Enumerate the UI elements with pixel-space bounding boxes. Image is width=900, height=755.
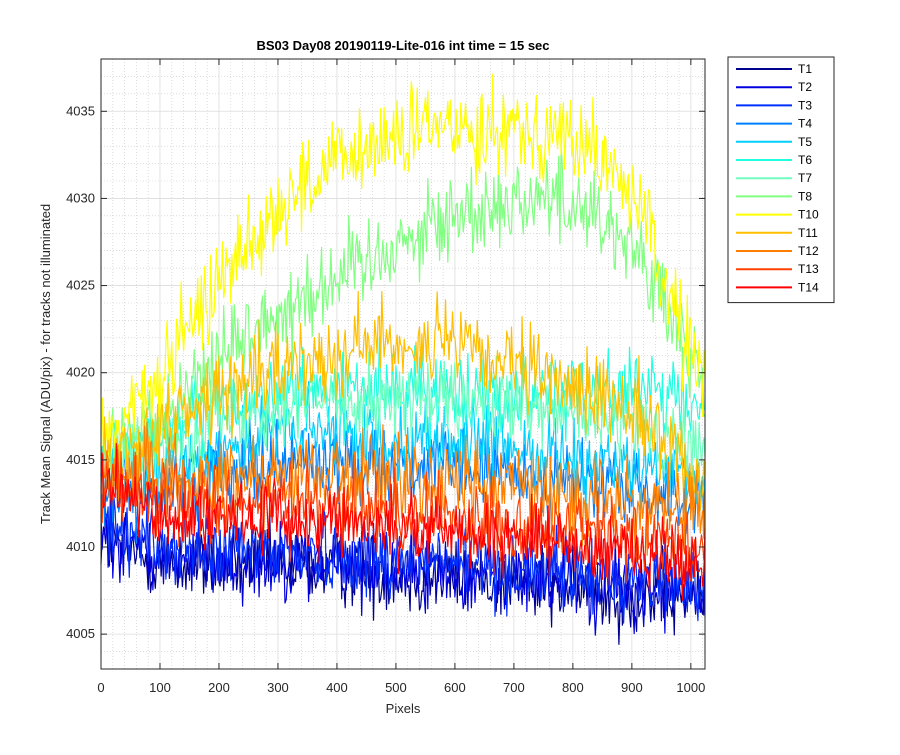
- x-tick-label: 500: [385, 680, 407, 695]
- x-axis-label: Pixels: [386, 701, 421, 716]
- series-line-t10: [100, 73, 706, 463]
- plot-frame: [100, 58, 706, 670]
- legend-label-t6: T6: [798, 153, 812, 167]
- x-tick-label: 800: [562, 680, 584, 695]
- y-tick-label: 4015: [66, 452, 95, 467]
- series-layer: [100, 73, 706, 645]
- legend[interactable]: T1 T2 T3 T4 T5 T6 T7 T8 T10 T11 T12 T13 T14: [727, 56, 835, 304]
- series-line-t11: [100, 290, 706, 511]
- x-tick-label: 0: [97, 680, 104, 695]
- x-axis: 0 100 200 300 400 500 600 700 800 900 1000: [97, 59, 705, 695]
- series-line-t14: [100, 442, 706, 601]
- legend-label-t10: T10: [798, 208, 819, 222]
- x-tick-label: 900: [621, 680, 643, 695]
- x-tick-label: 400: [326, 680, 348, 695]
- x-tick-label: 600: [444, 680, 466, 695]
- y-tick-label: 4030: [66, 190, 95, 205]
- series-line-t8: [100, 144, 706, 486]
- legend-label-t4: T4: [798, 117, 812, 131]
- legend-label-t3: T3: [798, 98, 812, 112]
- legend-label-t14: T14: [798, 280, 819, 294]
- y-tick-label: 4010: [66, 539, 95, 554]
- y-tick-label: 4025: [66, 278, 95, 293]
- chart-title: BS03 Day08 20190119-Lite-016 int time = …: [256, 38, 549, 53]
- legend-label-t5: T5: [798, 135, 812, 149]
- legend-label-t1: T1: [798, 62, 812, 76]
- y-tick-label: 4005: [66, 626, 95, 641]
- y-axis-label: Track Mean Signal (ADU/pix) - for tracks…: [38, 204, 53, 524]
- x-tick-label: 700: [503, 680, 525, 695]
- legend-label-t8: T8: [798, 189, 812, 203]
- legend-label-t7: T7: [798, 171, 812, 185]
- series-line-t13: [100, 449, 706, 583]
- x-tick-label: 100: [149, 680, 171, 695]
- y-axis: 4005 4010 4015 4020 4025 4030 4035: [66, 103, 705, 641]
- legend-box: [727, 56, 835, 304]
- legend-label-t2: T2: [798, 80, 812, 94]
- x-tick-label: 1000: [676, 680, 705, 695]
- legend-label-t11: T11: [798, 226, 818, 240]
- series-line-t5: [100, 381, 706, 521]
- y-tick-label: 4035: [66, 103, 95, 118]
- x-tick-label: 300: [267, 680, 289, 695]
- legend-label-t13: T13: [798, 262, 819, 276]
- y-tick-label: 4020: [66, 365, 95, 380]
- x-tick-label: 200: [208, 680, 230, 695]
- legend-label-t12: T12: [798, 244, 819, 258]
- series-line-t2: [100, 495, 706, 636]
- series-line-t3: [100, 474, 706, 624]
